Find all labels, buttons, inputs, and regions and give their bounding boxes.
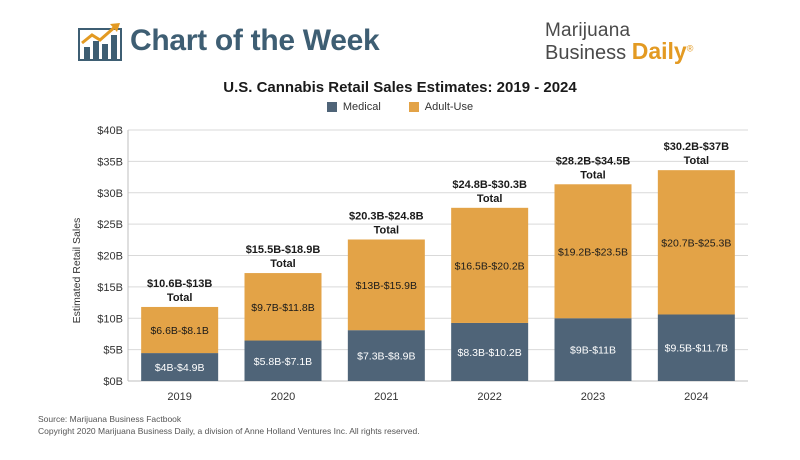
total-label: $28.2B-$34.5B xyxy=(556,155,631,167)
x-tick-label: 2021 xyxy=(374,391,398,403)
legend: Medical Adult-Use xyxy=(0,101,800,113)
data-label-adult-use: $13B-$15.9B xyxy=(356,280,417,292)
bar-medical xyxy=(451,322,529,381)
bar-adult-use xyxy=(347,239,425,331)
data-label-medical: $4B-$4.9B xyxy=(155,362,205,374)
bar-medical xyxy=(141,353,219,381)
page-title: Chart of the Week xyxy=(130,24,380,57)
x-tick-label: 2022 xyxy=(477,391,501,403)
y-tick-label: $5B xyxy=(103,345,123,357)
total-label: $15.5B-$18.9B xyxy=(246,244,321,256)
source-note: Source: Marijuana Business Factbook xyxy=(38,414,182,424)
bar-adult-use xyxy=(657,170,735,315)
y-tick-label: $25B xyxy=(97,219,123,231)
total-label: $24.8B-$30.3B xyxy=(452,179,527,191)
registered-mark: ® xyxy=(686,43,694,54)
header: Chart of the Week Marijuana Business Dai… xyxy=(0,0,800,64)
data-label-medical: $9.5B-$11.7B xyxy=(665,343,728,355)
total-label: $20.3B-$24.8B xyxy=(349,210,424,222)
y-tick-label: $20B xyxy=(97,251,123,263)
bar-medical xyxy=(554,318,632,381)
total-word-label: Total xyxy=(684,155,709,167)
y-tick-label: $0B xyxy=(103,376,123,388)
bar-adult-use xyxy=(554,184,632,319)
legend-swatch-medical xyxy=(326,102,337,112)
brand-logo: Marijuana Business Daily® xyxy=(545,18,755,66)
bar-adult-use xyxy=(244,273,322,341)
total-word-label: Total xyxy=(580,169,605,181)
y-tick-label: $35B xyxy=(97,156,123,168)
bar-medical xyxy=(657,314,735,381)
bar-medical xyxy=(244,340,322,381)
bar-chart-icon xyxy=(78,23,122,61)
total-label: $30.2B-$37B xyxy=(664,141,729,153)
data-label-medical: $5.8B-$7.1B xyxy=(254,356,312,368)
data-label-adult-use: $19.2B-$23.5B xyxy=(558,246,628,258)
brand-line1: Marijuana xyxy=(545,20,631,41)
brand-daily: Daily xyxy=(631,38,687,64)
data-label-medical: $9B-$11B xyxy=(570,345,616,357)
copyright-note: Copyright 2020 Marijuana Business Daily,… xyxy=(38,426,420,436)
y-tick-label: $10B xyxy=(97,313,123,325)
brand-line2: Business Daily® xyxy=(545,38,693,65)
data-label-adult-use: $16.5B-$20.2B xyxy=(455,260,525,272)
bar-medical xyxy=(347,330,425,381)
x-tick-label: 2020 xyxy=(271,391,295,403)
total-word-label: Total xyxy=(167,292,192,304)
data-label-medical: $8.3B-$10.2B xyxy=(458,347,522,359)
x-tick-label: 2023 xyxy=(581,391,605,403)
data-label-adult-use: $9.7B-$11.8B xyxy=(251,302,314,314)
total-word-label: Total xyxy=(477,193,502,205)
total-word-label: Total xyxy=(374,224,399,236)
bar-adult-use xyxy=(451,207,529,323)
y-tick-label: $30B xyxy=(97,188,123,200)
footer: Source: Marijuana Business Factbook Copy… xyxy=(38,413,420,437)
bar-adult-use xyxy=(141,306,219,354)
legend-item-adult-use: Adult-Use xyxy=(408,101,474,113)
data-label-medical: $7.3B-$8.9B xyxy=(357,351,415,363)
total-word-label: Total xyxy=(270,258,295,270)
x-tick-label: 2024 xyxy=(684,391,708,403)
legend-swatch-adult-use xyxy=(408,102,419,112)
y-tick-label: $15B xyxy=(97,282,123,294)
legend-label-adult-use: Adult-Use xyxy=(424,101,474,113)
y-tick-label: $40B xyxy=(97,125,123,137)
y-axis-label: Estimated Retail Sales xyxy=(71,218,83,324)
brand-business: Business xyxy=(545,42,627,64)
legend-label-medical: Medical xyxy=(342,101,381,113)
data-label-adult-use: $6.6B-$8.1B xyxy=(150,325,208,337)
legend-item-medical: Medical xyxy=(326,101,381,113)
data-label-adult-use: $20.7B-$25.3B xyxy=(661,237,731,249)
x-tick-label: 2019 xyxy=(167,391,191,403)
total-label: $10.6B-$13B xyxy=(147,278,212,290)
chart-title: U.S. Cannabis Retail Sales Estimates: 20… xyxy=(223,79,577,96)
